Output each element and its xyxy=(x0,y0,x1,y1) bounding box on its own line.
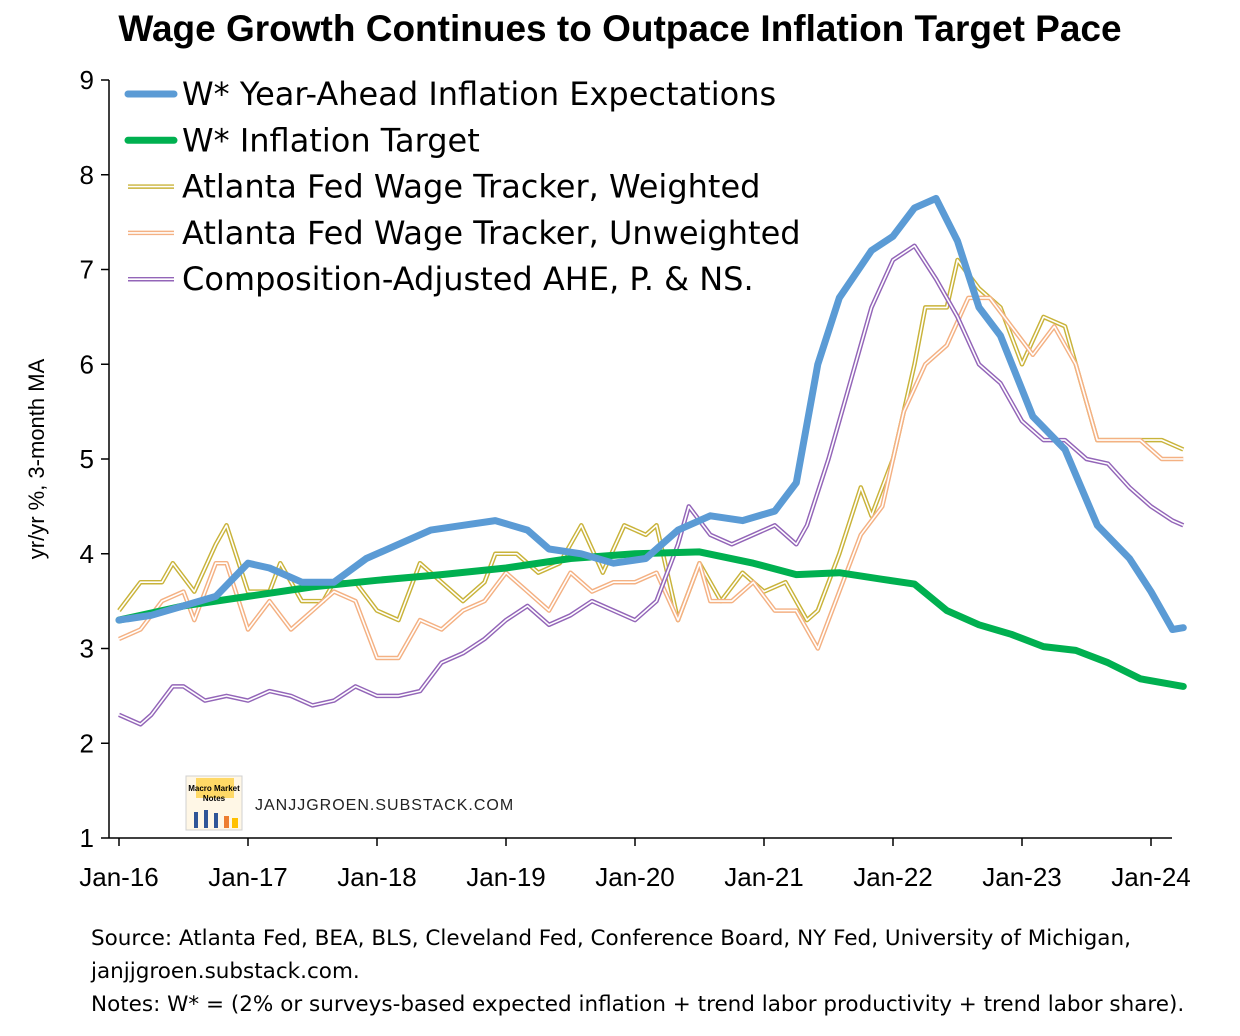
series-line xyxy=(115,194,1187,633)
x-tick-label: Jan-19 xyxy=(466,862,546,892)
logo-bar-2 xyxy=(232,818,238,828)
x-tick-label: Jan-18 xyxy=(337,862,417,892)
watermark-text: JANJJGROEN.SUBSTACK.COM xyxy=(255,797,514,814)
x-tick-label: Jan-17 xyxy=(208,862,288,892)
y-ticks: 1 2 3 4 5 6 7 8 9 xyxy=(80,65,109,853)
x-tick-label: Jan-20 xyxy=(595,862,675,892)
series-line xyxy=(117,257,1185,623)
legend-label: Composition-Adjusted AHE, P. & NS. xyxy=(182,260,754,298)
y-tick-label: 8 xyxy=(80,160,94,190)
x-tick-label: Jan-16 xyxy=(79,862,159,892)
series-path-outer xyxy=(118,243,1185,727)
logo-figure-1 xyxy=(194,812,198,828)
legend-label: W* Inflation Target xyxy=(182,121,480,159)
x-tick-label: Jan-21 xyxy=(724,862,804,892)
legend-label: Atlanta Fed Wage Tracker, Unweighted xyxy=(182,214,801,252)
legend: W* Year-Ahead Inflation Expectations W* I… xyxy=(124,75,801,298)
legend-item: Atlanta Fed Wage Tracker, Weighted xyxy=(128,168,760,206)
x-tick-label: Jan-24 xyxy=(1111,862,1191,892)
x-tick-label: Jan-22 xyxy=(853,862,933,892)
y-tick-label: 2 xyxy=(80,728,94,758)
logo-bar-1 xyxy=(224,816,229,828)
y-tick-label: 3 xyxy=(80,634,94,664)
chart-title: Wage Growth Continues to Outpace Inflati… xyxy=(118,8,1122,49)
footnote: Source: Atlanta Fed, BEA, BLS, Cleveland… xyxy=(91,922,1184,1021)
y-tick-label: 7 xyxy=(80,255,94,285)
y-tick-label: 4 xyxy=(80,539,94,569)
y-tick-label: 1 xyxy=(80,823,94,853)
footnote-source: Source: Atlanta Fed, BEA, BLS, Cleveland… xyxy=(91,926,1131,951)
series-path-inner xyxy=(118,297,1184,659)
series-line xyxy=(118,295,1184,661)
series-path xyxy=(115,194,1187,633)
y-axis-label: yr/yr %, 3-month MA xyxy=(24,358,49,559)
logo-lightbulb xyxy=(196,778,234,798)
x-tick-label: Jan-23 xyxy=(982,862,1062,892)
y-tick-label: 6 xyxy=(80,349,94,379)
logo-line1: Macro Market xyxy=(188,784,240,793)
series-layer xyxy=(115,194,1187,727)
y-tick-label: 9 xyxy=(80,65,94,95)
legend-item: Atlanta Fed Wage Tracker, Unweighted xyxy=(128,214,801,252)
logo-figure-3 xyxy=(214,813,218,828)
series-path xyxy=(115,548,1187,690)
logo-figure-2 xyxy=(204,810,208,828)
footnote-source-cont: janjjgroen.substack.com. xyxy=(91,959,360,984)
x-ticks: Jan-16 Jan-17 Jan-18 Jan-19 Jan-20 Jan-21 Jan-… xyxy=(79,838,1191,892)
logo: Macro Market Notes xyxy=(185,775,243,831)
series-path-inner xyxy=(118,259,1184,621)
legend-item: W* Inflation Target xyxy=(124,121,480,159)
series-line xyxy=(118,243,1185,727)
legend-item: Composition-Adjusted AHE, P. & NS. xyxy=(128,260,754,298)
logo-line2: Notes xyxy=(203,794,226,803)
legend-label: Atlanta Fed Wage Tracker, Weighted xyxy=(182,168,760,206)
series-path-inner xyxy=(118,245,1184,726)
y-tick-label: 5 xyxy=(80,444,94,474)
legend-label: W* Year-Ahead Inflation Expectations xyxy=(182,75,776,113)
watermark: Macro Market Notes JANJJGROEN.SUBSTACK.C… xyxy=(185,775,514,831)
legend-item: W* Year-Ahead Inflation Expectations xyxy=(124,75,776,113)
footnote-notes: Notes: W* = (2% or surveys-based expecte… xyxy=(91,992,1185,1017)
series-line xyxy=(115,548,1187,690)
